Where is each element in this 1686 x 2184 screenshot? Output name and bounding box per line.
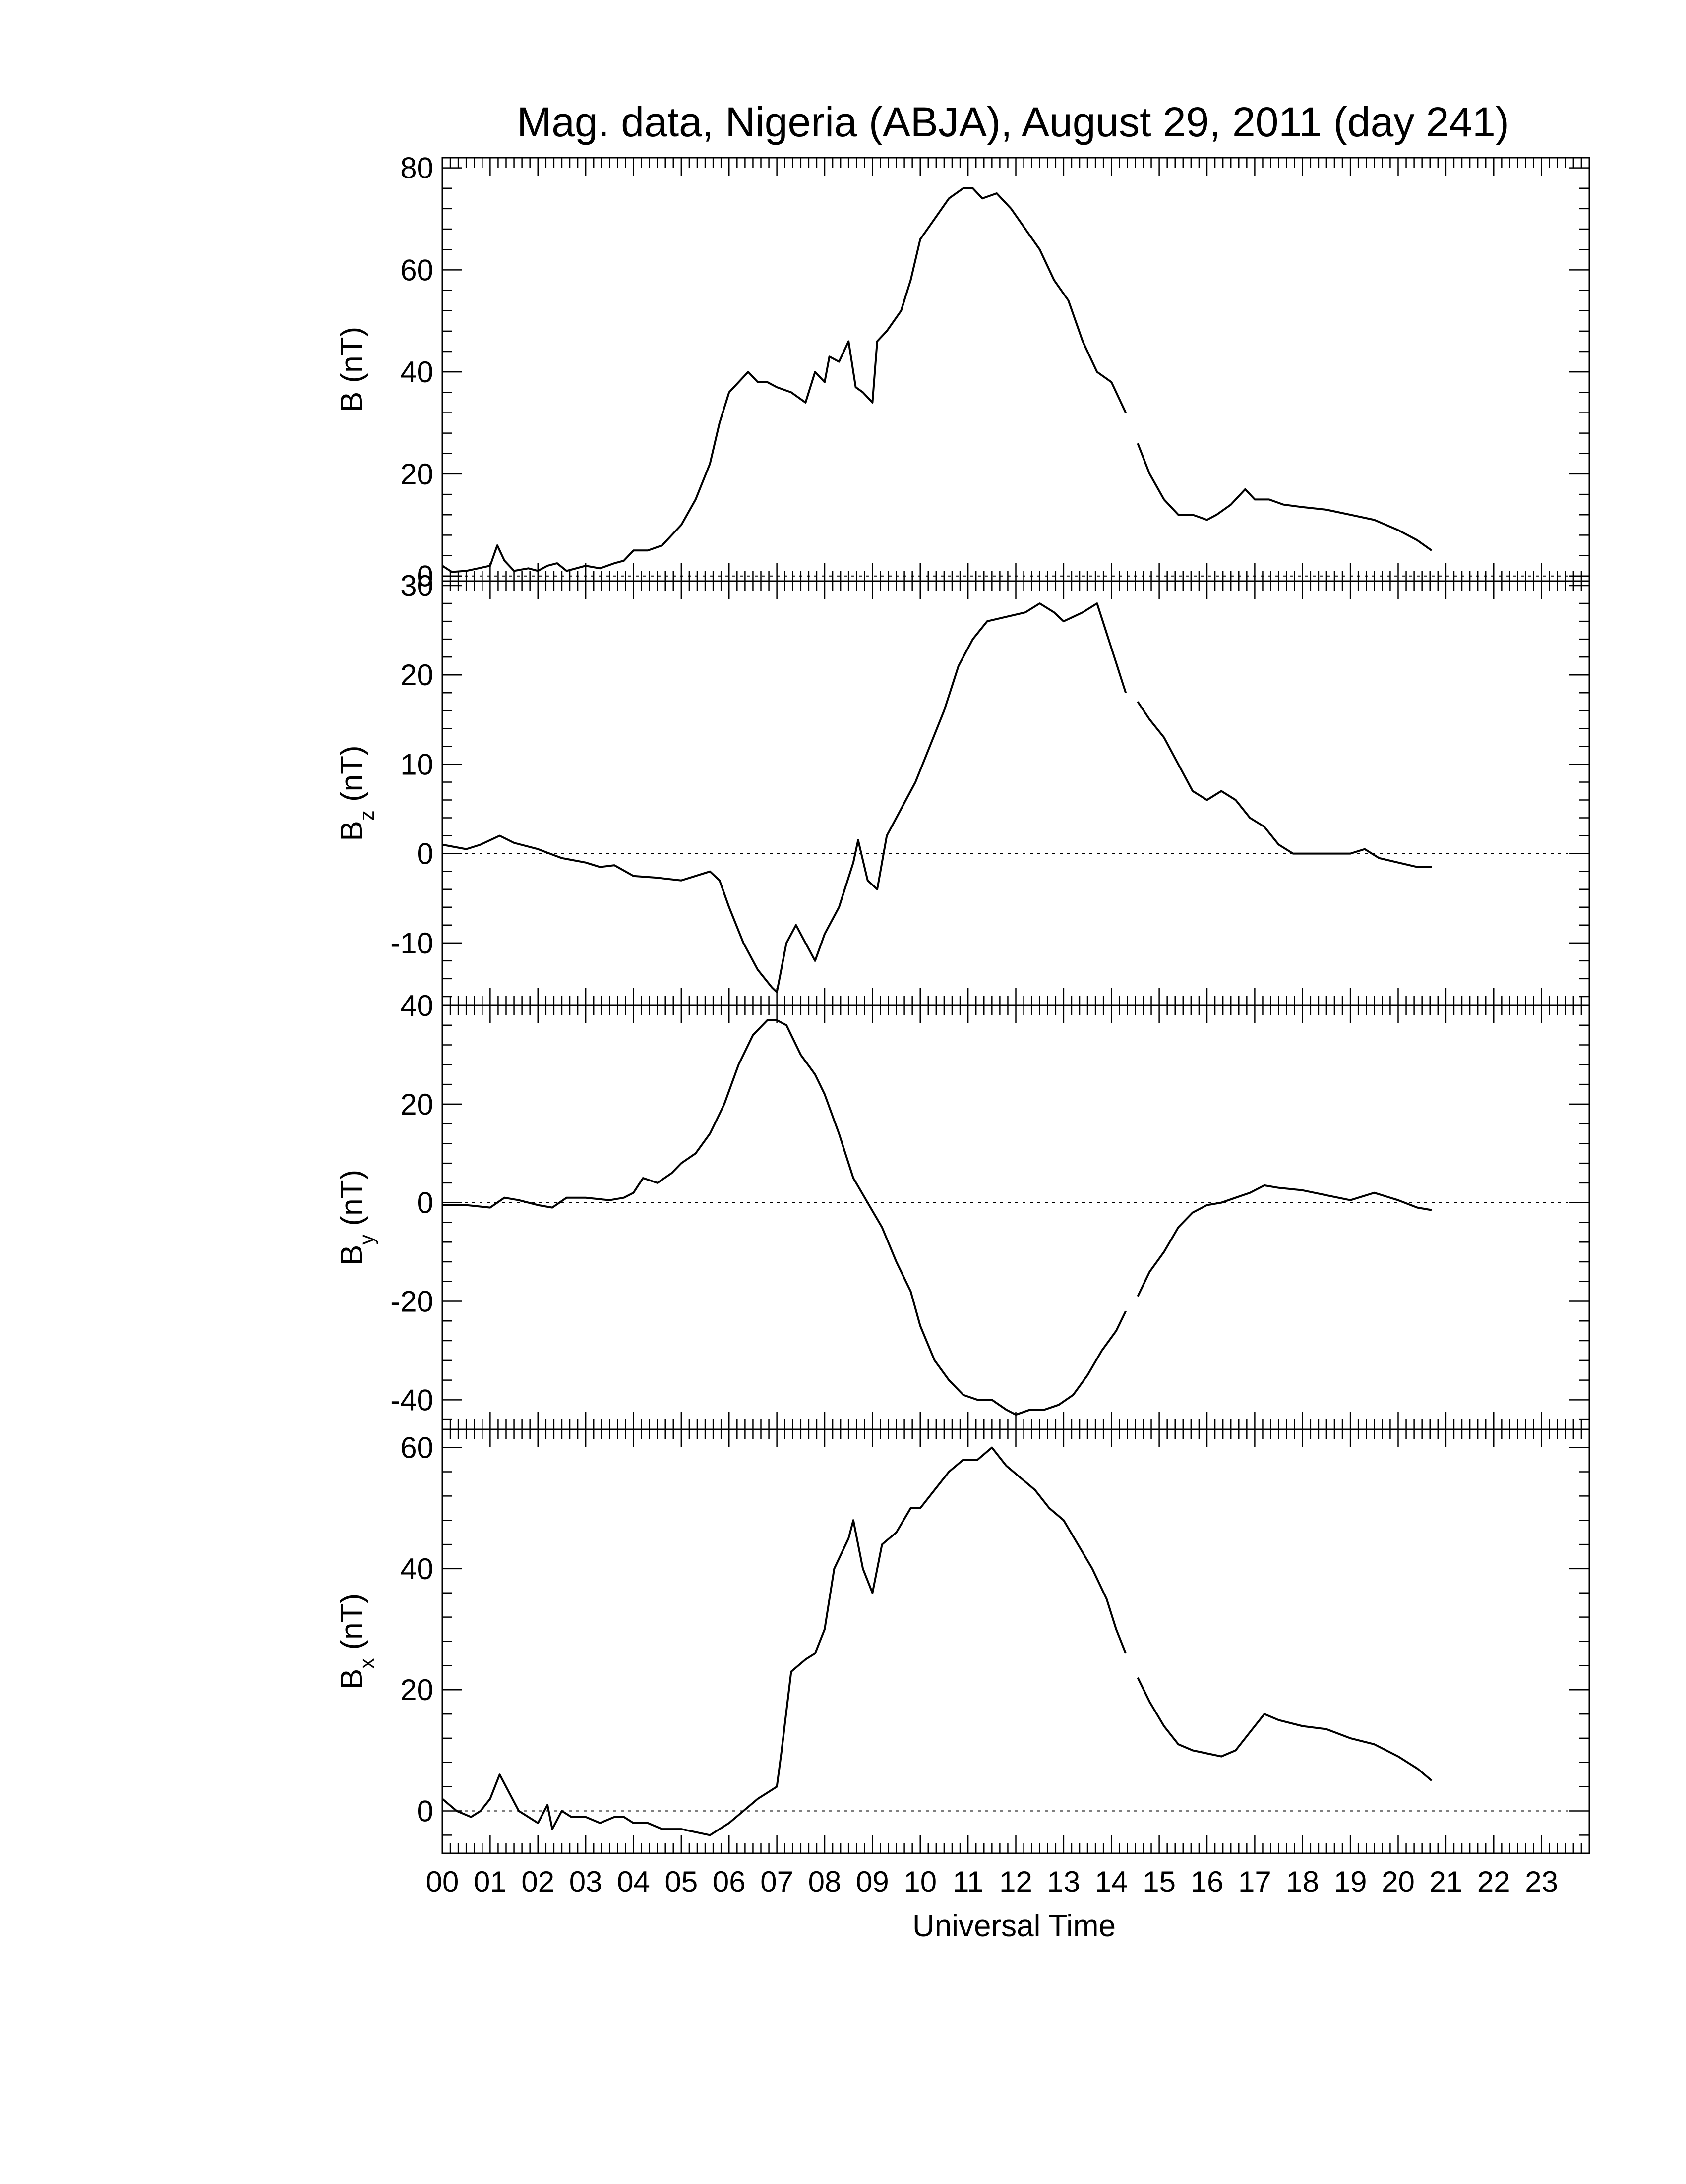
x-tick-label: 09 (856, 1865, 889, 1898)
x-tick-label: 02 (521, 1865, 554, 1898)
series-line-Bx (441, 1446, 1433, 1836)
panel-frame-By (441, 1004, 1590, 1430)
y-tick-label: -20 (390, 1285, 433, 1318)
x-tick-label: 10 (903, 1865, 937, 1898)
panel-frame-B (441, 157, 1590, 582)
y-tick-label: 0 (417, 837, 433, 871)
x-tick-label: 15 (1143, 1865, 1176, 1898)
panel-frame-Bz (441, 580, 1590, 1006)
y-tick-label: 80 (400, 152, 433, 185)
x-tick-label: 16 (1191, 1865, 1224, 1898)
x-tick-label: 11 (953, 1865, 983, 1898)
x-tick-label: 00 (426, 1865, 459, 1898)
x-tick-label: 22 (1477, 1865, 1510, 1898)
y-tick-label: 20 (400, 1088, 433, 1121)
y-axis-label-B: B (nT) (335, 327, 369, 412)
y-axis-label-Bx: Bx (nT) (335, 1594, 378, 1689)
y-tick-label: 0 (417, 1186, 433, 1220)
panels: 0 20 40 60 80 B (nT) -10 0 10 20 30 Bz (nT) -40 -20 0 2… (335, 152, 1590, 1854)
x-tick-label: 17 (1238, 1865, 1271, 1898)
x-tick-label: 08 (808, 1865, 842, 1898)
y-tick-label: 0 (417, 560, 433, 593)
x-tick-label: 14 (1095, 1865, 1128, 1898)
y-axis-label-By: By (nT) (335, 1170, 378, 1265)
y-tick-label: 30 (400, 569, 433, 602)
series-line-By (442, 1019, 1432, 1416)
y-tick-label: 60 (400, 1431, 433, 1465)
panel-By: -40 -20 0 20 40 By (nT) (335, 989, 1590, 1430)
y-axis-label-Bz: Bz (nT) (335, 745, 378, 841)
x-tick-label: 21 (1430, 1865, 1463, 1898)
panel-B: 0 20 40 60 80 B (nT) (335, 152, 1590, 593)
x-tick-label: 23 (1525, 1865, 1558, 1898)
x-tick-label: 07 (760, 1865, 793, 1898)
y-tick-label: -40 (390, 1383, 433, 1417)
chart-title: Mag. data, Nigeria (ABJA), August 29, 20… (517, 99, 1509, 145)
y-tick-label: 60 (400, 253, 433, 287)
y-tick-label: 40 (400, 355, 433, 389)
y-tick-label: 20 (400, 658, 433, 692)
x-tick-label: 12 (999, 1865, 1032, 1898)
series-line-Bz (442, 602, 1432, 993)
x-tick-label: 06 (713, 1865, 746, 1898)
y-tick-label: 10 (400, 748, 433, 781)
panel-frame-Bx (441, 1428, 1590, 1854)
x-tick-label: 18 (1286, 1865, 1319, 1898)
x-tick-label: 13 (1047, 1865, 1081, 1898)
x-axis: 00 01 02 03 04 05 06 07 08 09 10 11 12 13 14 15 16 17 18 19… (426, 1865, 1558, 1898)
x-tick-label: 01 (474, 1865, 507, 1898)
panel-Bz: -10 0 10 20 30 Bz (nT) (335, 569, 1590, 1006)
y-tick-label: 20 (400, 458, 433, 491)
x-axis-label: Universal Time (912, 1909, 1116, 1943)
y-tick-label: -10 (390, 927, 433, 960)
x-tick-label: 20 (1382, 1865, 1415, 1898)
y-tick-label: 40 (400, 1552, 433, 1586)
panel-Bx: 0 20 40 60 Bx (nT) (335, 1428, 1590, 1854)
x-tick-label: 03 (569, 1865, 602, 1898)
x-tick-label: 05 (665, 1865, 698, 1898)
y-tick-label: 0 (417, 1795, 433, 1828)
series-line-B (441, 187, 1433, 573)
y-tick-label: 20 (400, 1673, 433, 1707)
y-tick-label: 40 (400, 989, 433, 1022)
x-tick-label: 19 (1334, 1865, 1367, 1898)
x-tick-label: 04 (617, 1865, 650, 1898)
